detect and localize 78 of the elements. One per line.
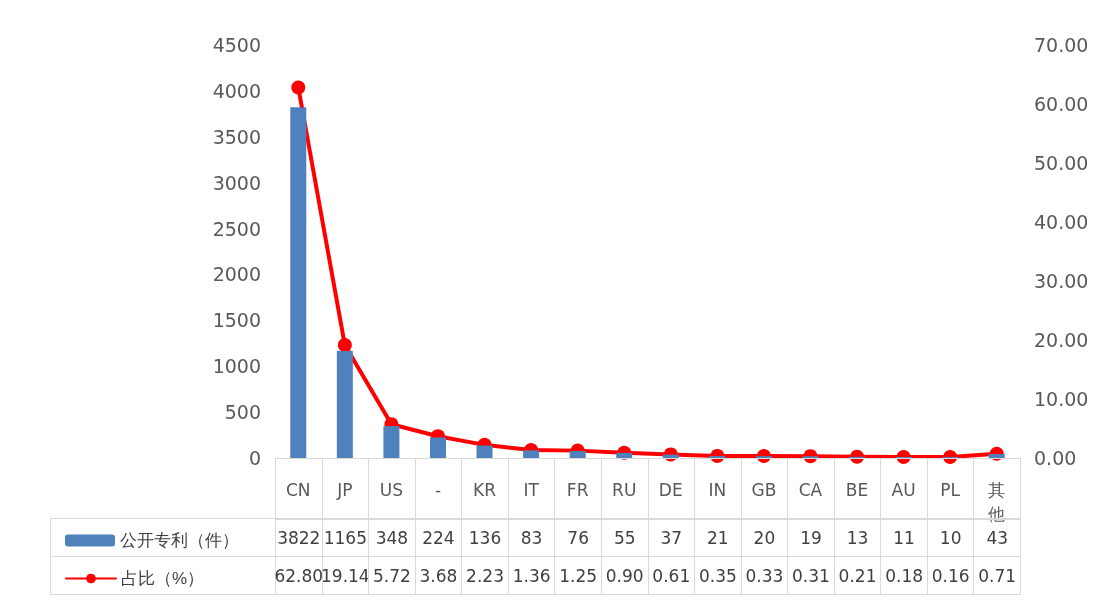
y-tick-label: 3500	[212, 125, 261, 148]
data-label: 5.72	[368, 556, 416, 595]
data-label: 348	[368, 518, 416, 557]
data-label: 3.68	[414, 556, 463, 595]
data-label: 3822	[275, 518, 323, 557]
y2-tick-label: 70.00	[1034, 34, 1089, 56]
bar	[523, 450, 540, 458]
y-tick-label: 2500	[212, 217, 261, 240]
data-label: 0.31	[787, 556, 835, 595]
x-tick-label: IT	[523, 480, 540, 500]
y-tick-label: 3000	[212, 171, 261, 194]
data-label: 55	[600, 518, 649, 557]
y-tick-label: 4000	[212, 79, 261, 102]
data-label: 83	[507, 518, 556, 557]
x-tick-label: US	[379, 480, 404, 500]
y-tick-label: 500	[224, 401, 261, 424]
x-tick-label: JP	[336, 480, 353, 500]
point	[337, 338, 352, 353]
bar	[476, 445, 493, 458]
data-label: 13	[833, 518, 882, 557]
bar	[290, 107, 307, 458]
x-tick-label: RU	[612, 480, 637, 500]
x-tick-label: CN	[285, 480, 311, 500]
y2-tick-label: 0.00	[1034, 447, 1077, 469]
data-label: 1.36	[507, 556, 556, 595]
legend-label: 公开专利（件）	[120, 531, 239, 550]
bar	[336, 351, 353, 458]
data-label: 43	[986, 527, 1009, 548]
y-tick-label: 4500	[212, 34, 261, 56]
data-label: 0.61	[647, 556, 696, 595]
y-tick-label: 1000	[212, 355, 261, 378]
y2-tick-label: 60.00	[1034, 93, 1089, 115]
data-label: 62.80	[274, 556, 324, 595]
y2-tick-label: 20.00	[1034, 329, 1089, 351]
data-label: 20	[740, 518, 789, 557]
data-label: 76	[554, 518, 602, 557]
y2-tick-label: 40.00	[1034, 211, 1089, 233]
data-label: 11	[880, 518, 928, 557]
bar	[569, 451, 586, 458]
data-label: 1.25	[554, 556, 602, 595]
data-label: 0.90	[600, 556, 649, 595]
data-label: 37	[647, 518, 696, 557]
data-label: 0.16	[926, 556, 975, 595]
bar	[616, 452, 633, 458]
point	[291, 80, 306, 95]
data-label: 0.21	[833, 556, 882, 595]
y-tick-label: 1500	[212, 309, 261, 332]
y2-tick-label: 10.00	[1034, 388, 1089, 410]
x-tick-label: -	[434, 480, 442, 500]
x-tick-label: PL	[940, 480, 961, 500]
data-label: 19.14	[321, 556, 370, 595]
y2-tick-label: 50.00	[1034, 152, 1089, 174]
x-tick-label: FR	[566, 480, 589, 500]
data-label: 224	[414, 518, 463, 557]
bar	[988, 454, 1005, 458]
y2-tick-label: 30.00	[1034, 270, 1089, 292]
bar	[429, 437, 446, 458]
data-label: 10	[926, 518, 975, 557]
data-label: 0.71	[973, 556, 1021, 595]
x-tick-label: DE	[658, 480, 683, 500]
bar	[383, 426, 400, 458]
x-tick-label: KR	[473, 480, 497, 500]
y-tick-label: 2000	[212, 263, 261, 286]
legend-label: 占比（%）	[121, 569, 205, 588]
data-label: 0.18	[880, 556, 928, 595]
x-tick-label: AU	[891, 480, 916, 500]
data-label: 19	[787, 518, 835, 557]
data-label: 0.35	[694, 556, 742, 595]
y-tick-label: 0	[248, 447, 261, 469]
x-tick-label: GB	[751, 480, 777, 500]
data-label: 21	[694, 518, 742, 557]
x-tick-label: BE	[845, 480, 869, 500]
x-tick-label: IN	[708, 480, 727, 500]
data-label: 0.33	[740, 556, 789, 595]
data-label: 2.23	[461, 556, 509, 595]
x-tick-label: CA	[798, 480, 823, 500]
data-label: 136	[461, 518, 509, 557]
data-label: 1165	[321, 518, 370, 557]
